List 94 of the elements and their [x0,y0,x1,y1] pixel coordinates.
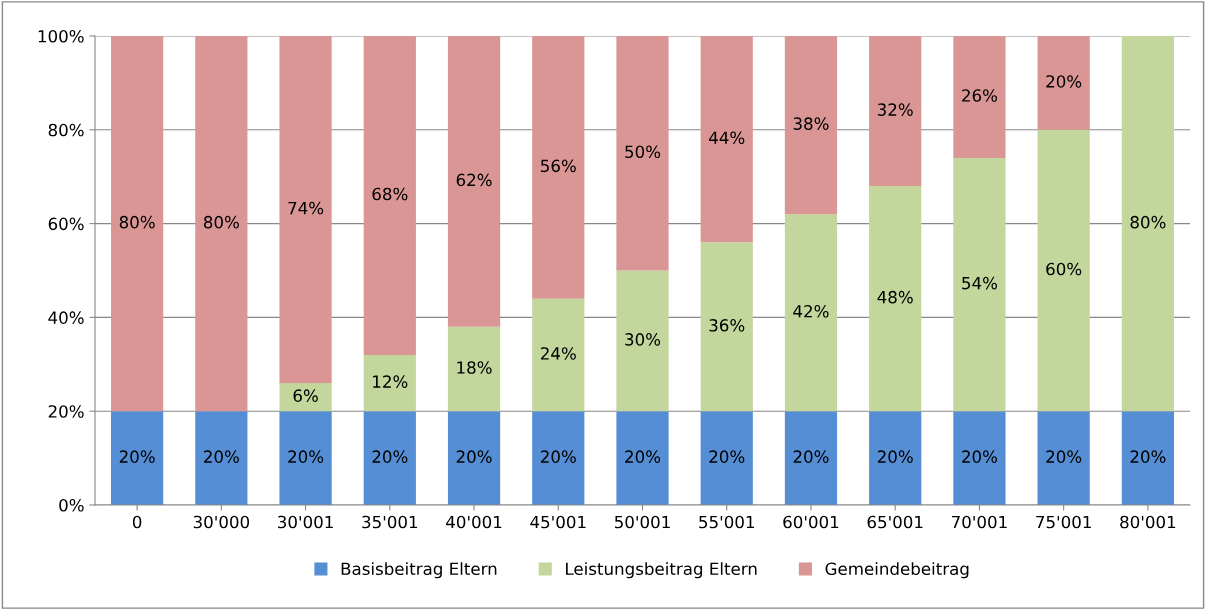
legend-label: Leistungsbeitrag Eltern [566,562,757,579]
bar [532,298,585,412]
data-label: 24% [540,347,576,360]
bar [1037,129,1090,412]
data-label: 20% [540,450,576,463]
bar [953,411,1006,505]
bar [869,411,922,505]
bar [1037,411,1090,505]
bar [700,242,753,412]
bar [1121,411,1174,505]
data-label: 20% [1046,75,1082,88]
bar [363,411,416,505]
data-label: 26% [962,89,998,102]
legend-label: Basisbeitrag Eltern [341,562,497,579]
data-label: 20% [1130,450,1166,463]
bar [111,36,164,412]
y-tick-label: 0% [59,498,84,512]
data-label: 42% [793,304,829,318]
bar [532,411,585,505]
data-label: 48% [877,290,913,304]
x-tick-label: 35'001 [362,515,418,529]
bar [616,270,669,412]
bar [784,214,838,412]
bar [616,411,669,505]
y-tick-label: 100% [38,29,84,43]
bar [195,411,248,505]
bar [700,36,753,243]
x-tick-label: 75'001 [1036,515,1091,529]
x-tick-label: 30'001 [278,515,333,529]
bar [447,36,501,327]
bar [447,326,501,412]
data-label: 80% [203,215,239,229]
x-tick-label: 0 [132,515,142,529]
y-tick-label: 40% [48,311,84,324]
data-label: 20% [372,450,408,463]
data-label: 56% [541,159,576,173]
bar [869,186,922,412]
x-tick-label: 80'001 [1120,515,1176,529]
data-label: 20% [119,450,155,463]
x-tick-label: 60'001 [783,515,839,529]
data-label: 20% [1046,450,1082,463]
data-label: 20% [456,450,492,463]
y-tick-label: 60% [48,217,84,231]
bar [1121,36,1174,412]
bar [532,36,585,299]
data-label: 38% [793,117,829,130]
data-label: 44% [709,131,745,145]
bar [111,411,164,505]
data-label: 20% [793,450,829,463]
data-label: 12% [373,375,408,388]
bar [700,411,753,505]
data-label: 20% [877,450,913,463]
bar [784,36,838,215]
x-tick-label: 50'001 [614,515,670,529]
data-label: 62% [456,173,492,187]
data-label: 20% [709,450,745,463]
bar [279,383,332,412]
bar [195,36,248,412]
legend-label: Gemeindebeitrag [825,562,969,579]
bar [869,36,922,187]
bar [784,411,838,505]
bar [616,36,669,271]
data-label: 32% [877,103,913,116]
x-tick-label: 55'001 [699,515,754,529]
data-label: 30% [625,333,661,346]
data-label: 20% [288,450,324,463]
data-label: 50% [625,145,661,159]
bar [279,411,332,505]
data-label: 60% [1046,262,1082,276]
bar [279,36,332,384]
x-tick-label: 30'000 [193,515,250,529]
x-tick-label: 45'001 [530,515,586,529]
data-label: 20% [625,450,661,463]
y-tick-label: 80% [48,123,84,137]
bar [363,354,416,412]
data-label: 20% [204,450,239,463]
data-label: 20% [962,450,998,463]
data-label: 80% [1130,215,1166,229]
data-label: 36% [709,319,745,332]
x-tick-label: 40'001 [446,515,502,529]
data-label: 54% [962,276,998,290]
bar [953,157,1006,412]
x-tick-label: 70'001 [951,515,1007,529]
data-label: 68% [372,187,408,201]
data-label: 74% [288,201,324,215]
data-label: 6% [293,389,318,402]
bar [363,36,416,355]
data-label: 18% [457,361,492,374]
y-tick-label: 20% [48,405,84,418]
bar [447,411,501,505]
bar [1037,36,1090,130]
bar [953,36,1006,158]
x-tick-label: 65'001 [867,515,923,529]
data-label: 80% [119,215,155,229]
